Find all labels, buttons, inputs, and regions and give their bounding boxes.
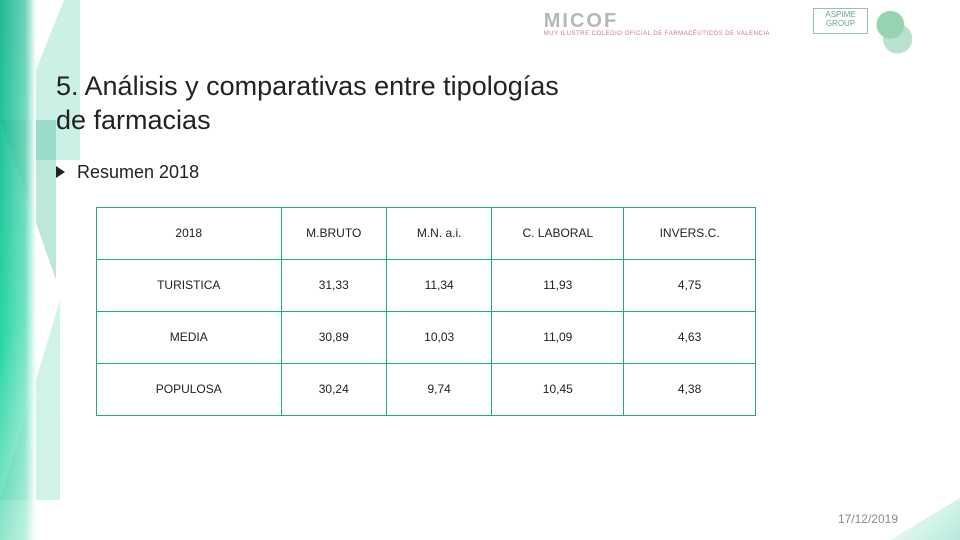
col-header: C. LABORAL bbox=[492, 207, 624, 259]
left-accent-stripe bbox=[0, 0, 36, 540]
micof-logo-subtitle: MUY ILUSTRE COLEGIO OFICIAL DE FARMACÉUT… bbox=[544, 31, 770, 37]
cell: TURISTICA bbox=[97, 259, 282, 311]
table-row: MEDIA 30,89 10,03 11,09 4,63 bbox=[97, 311, 756, 363]
col-header: INVERS.C. bbox=[624, 207, 756, 259]
aspime-logo-line2: GROUP bbox=[816, 20, 865, 29]
col-header: M.N. a.i. bbox=[386, 207, 491, 259]
cell: POPULOSA bbox=[97, 363, 282, 415]
cell: 4,63 bbox=[624, 311, 756, 363]
page-title: 5. Análisis y comparativas entre tipolog… bbox=[56, 70, 576, 138]
table-header-row: 2018 M.BRUTO M.N. a.i. C. LABORAL INVERS… bbox=[97, 207, 756, 259]
cell: 30,89 bbox=[281, 311, 386, 363]
bullet-marker-icon bbox=[56, 166, 65, 178]
aspime-logo: ASPIME GROUP bbox=[813, 8, 868, 34]
cell: 11,93 bbox=[492, 259, 624, 311]
cell: 30,24 bbox=[281, 363, 386, 415]
cell: 11,34 bbox=[386, 259, 491, 311]
deco-triangle bbox=[0, 300, 60, 500]
bullet-text: Resumen 2018 bbox=[77, 162, 199, 183]
col-header: 2018 bbox=[97, 207, 282, 259]
cell: 4,75 bbox=[624, 259, 756, 311]
cell: 11,09 bbox=[492, 311, 624, 363]
bullet-item: Resumen 2018 bbox=[56, 162, 940, 183]
summary-table: 2018 M.BRUTO M.N. a.i. C. LABORAL INVERS… bbox=[96, 207, 756, 416]
eagle-icon bbox=[876, 8, 912, 64]
micof-logo: MICOF MUY ILUSTRE COLEGIO OFICIAL DE FAR… bbox=[544, 10, 770, 37]
deco-triangle bbox=[0, 120, 56, 280]
micof-logo-text: MICOF bbox=[544, 10, 618, 32]
cell: 31,33 bbox=[281, 259, 386, 311]
cell: 10,45 bbox=[492, 363, 624, 415]
slide-content: 5. Análisis y comparativas entre tipolog… bbox=[56, 70, 940, 416]
cell: 4,38 bbox=[624, 363, 756, 415]
cell: 10,03 bbox=[386, 311, 491, 363]
deco-corner bbox=[890, 498, 960, 540]
cell: 9,74 bbox=[386, 363, 491, 415]
footer-date: 17/12/2019 bbox=[838, 512, 898, 526]
table: 2018 M.BRUTO M.N. a.i. C. LABORAL INVERS… bbox=[96, 207, 756, 416]
col-header: M.BRUTO bbox=[281, 207, 386, 259]
table-row: TURISTICA 31,33 11,34 11,93 4,75 bbox=[97, 259, 756, 311]
cell: MEDIA bbox=[97, 311, 282, 363]
table-row: POPULOSA 30,24 9,74 10,45 4,38 bbox=[97, 363, 756, 415]
